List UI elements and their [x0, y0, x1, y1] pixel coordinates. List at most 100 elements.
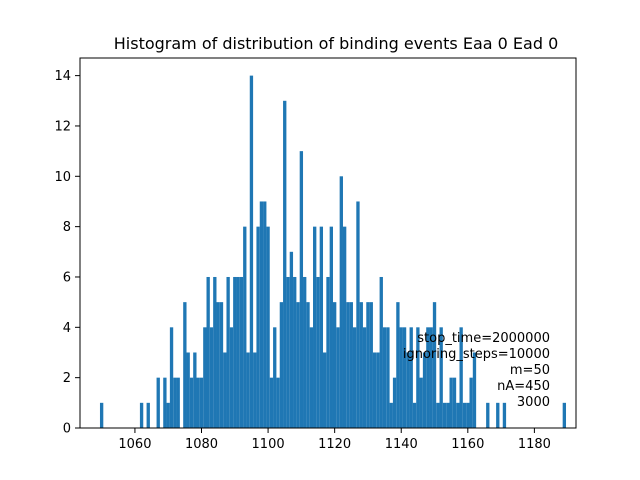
histogram-bar: [173, 377, 177, 428]
histogram-bar: [176, 377, 180, 428]
histogram-bar: [459, 327, 463, 428]
histogram-bar: [226, 276, 230, 428]
histogram-bar: [402, 327, 407, 428]
histogram-bar: [259, 201, 264, 428]
histogram-bar: [456, 402, 460, 428]
histogram-bar: [309, 327, 314, 428]
histogram-bar: [336, 327, 340, 428]
histogram-bar: [203, 327, 207, 428]
annotation-line: 3000: [517, 395, 550, 410]
histogram-bar: [166, 402, 170, 428]
histogram-bar: [219, 302, 224, 428]
histogram-bar: [189, 377, 194, 428]
histogram-bar: [379, 276, 383, 428]
histogram-bar: [389, 402, 393, 428]
histogram-bar: [562, 402, 567, 428]
histogram-bar: [169, 327, 174, 428]
histogram-bar: [283, 100, 287, 428]
histogram-bar: [436, 402, 440, 428]
plot-frame: [79, 57, 577, 429]
histogram-bar: [502, 402, 507, 428]
x-tick-label: 1160: [451, 437, 484, 452]
histogram-bar: [382, 327, 387, 428]
histogram-bar: [362, 327, 367, 428]
histogram-bar: [326, 276, 330, 428]
histogram-bar: [239, 276, 244, 428]
histogram-bar: [243, 226, 247, 428]
histogram-bar: [323, 352, 327, 428]
histogram-bar: [439, 327, 443, 428]
histogram-bar: [442, 402, 447, 428]
histogram-bar: [349, 302, 353, 428]
histogram-bar: [279, 302, 284, 428]
histogram-bar: [406, 352, 410, 428]
histogram-bar: [376, 352, 380, 428]
histogram-bar: [346, 302, 350, 428]
x-tick-label: 1180: [518, 437, 551, 452]
histogram-bar: [342, 226, 347, 428]
histogram-bar: [216, 302, 220, 428]
histogram-bar: [426, 327, 430, 428]
histogram-bar: [449, 377, 453, 428]
y-tick-label: 0: [63, 422, 71, 437]
histogram-bar: [359, 302, 363, 428]
x-tick-label: 1120: [318, 437, 351, 452]
histogram-bar: [276, 377, 280, 428]
x-axis-ticks: 1060 1080 1100 1120 1140 1160 1180: [118, 428, 551, 452]
histogram-bar: [246, 352, 250, 428]
annotation-line: nA=450: [497, 379, 550, 394]
histogram-bar: [412, 402, 417, 428]
histogram-bar: [329, 226, 333, 428]
histogram-bar: [163, 377, 167, 428]
histogram-bar: [236, 276, 240, 428]
y-tick-label: 10: [54, 170, 71, 185]
annotation-block: stop_time=2000000 ignoring_steps=10000 m…: [403, 331, 550, 410]
y-tick-label: 6: [63, 270, 71, 285]
histogram-bar: [422, 352, 427, 428]
y-tick-label: 4: [63, 321, 71, 336]
histogram-bar: [273, 327, 277, 428]
x-tick-label: 1100: [252, 437, 285, 452]
histogram-bar: [286, 276, 290, 428]
annotation-line: stop_time=2000000: [417, 331, 550, 346]
histogram-bar: [486, 402, 490, 428]
histogram-bar: [429, 327, 433, 428]
histogram-bar: [306, 302, 310, 428]
histogram-bar: [416, 327, 420, 428]
histogram-bar: [396, 302, 400, 428]
histogram-bar: [156, 377, 160, 428]
histogram-bar: [409, 327, 413, 428]
chart-title: Histogram of distribution of binding eve…: [114, 34, 559, 53]
histogram-bar: [366, 302, 370, 428]
histogram-bar: [213, 276, 217, 428]
annotation-line: ignoring_steps=10000: [403, 347, 550, 362]
histogram-bar: [352, 327, 357, 428]
histogram-bar: [399, 327, 403, 428]
histogram-bar: [452, 377, 457, 428]
histogram-bar: [432, 302, 437, 428]
y-tick-label: 12: [54, 119, 71, 134]
histogram-bar: [372, 352, 377, 428]
histogram-bar: [249, 75, 254, 429]
histogram-bar: [469, 377, 473, 428]
histogram-bar: [146, 402, 150, 428]
histogram-bar: [263, 201, 267, 428]
histogram-bar: [196, 377, 200, 428]
histogram-bar: [296, 302, 300, 428]
histogram-bar: [339, 176, 343, 428]
y-tick-label: 2: [63, 371, 71, 386]
histogram-bar: [303, 276, 307, 428]
histogram-bar: [319, 226, 324, 428]
histogram-bar: [139, 402, 144, 428]
x-tick-label: 1060: [118, 437, 151, 452]
histogram-bar: [186, 352, 190, 428]
bar-group: [99, 75, 567, 429]
histogram-bar: [269, 377, 274, 428]
histogram-bar: [199, 377, 204, 428]
histogram-bar: [266, 226, 270, 428]
histogram-bar: [229, 327, 234, 428]
histogram-bar: [293, 276, 297, 428]
y-tick-label: 8: [63, 220, 71, 235]
histogram-bar: [392, 377, 397, 428]
